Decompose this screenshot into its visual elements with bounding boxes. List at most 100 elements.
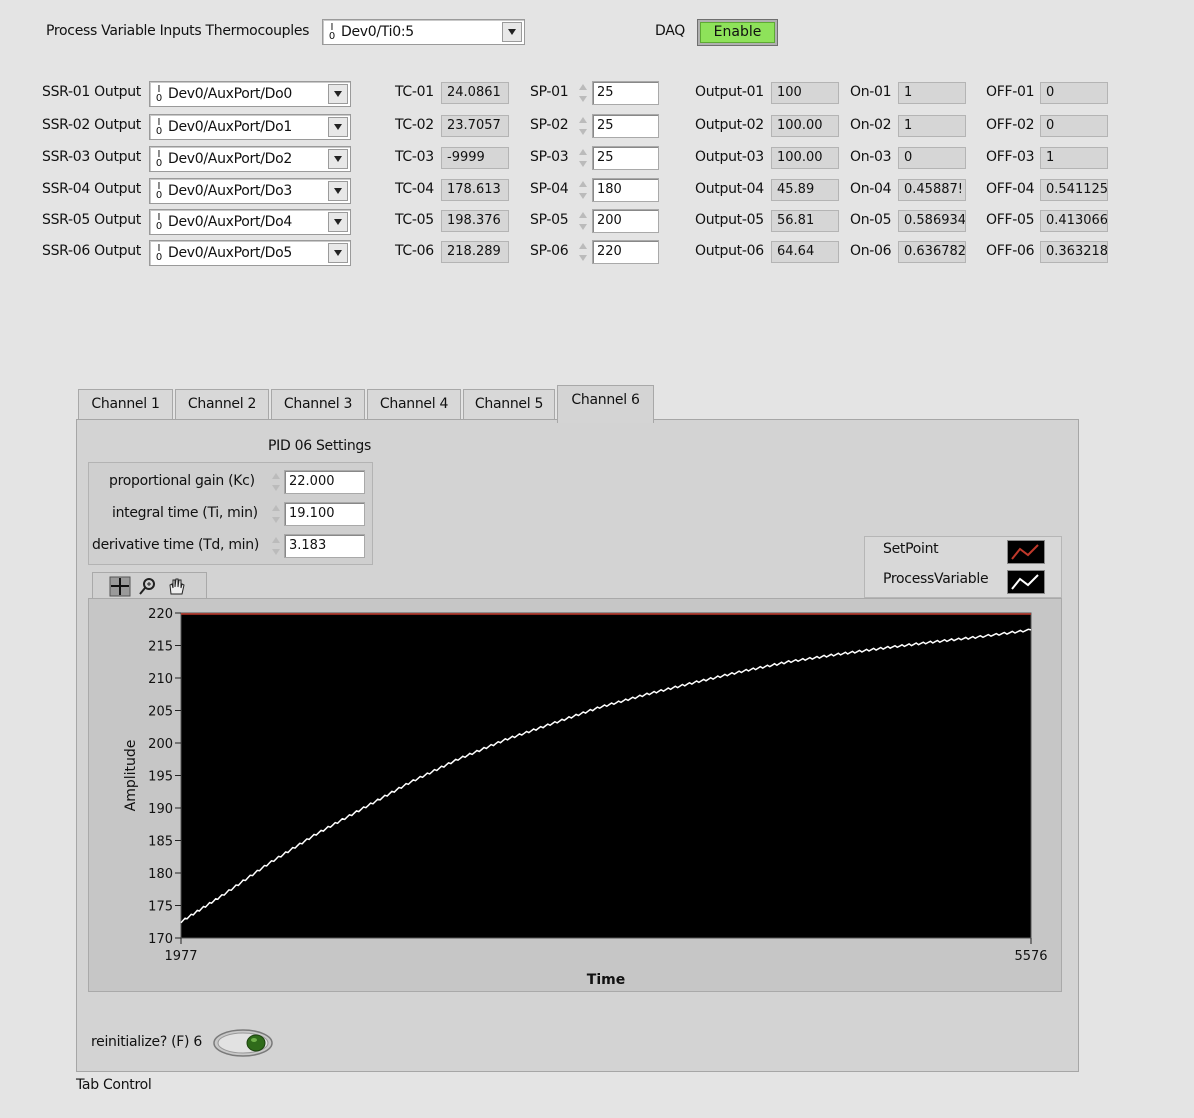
output-indicator: 64.64 <box>771 241 839 263</box>
ssr-label: SSR-05 Output <box>42 212 141 228</box>
ti-spinner[interactable] <box>270 502 282 526</box>
chevron-down-icon[interactable] <box>328 243 348 263</box>
zoom-icon[interactable] <box>137 576 159 597</box>
kc-spinner[interactable] <box>270 470 282 494</box>
output-indicator: 100 <box>771 82 839 104</box>
x-tick-label: 1977 <box>164 949 197 964</box>
sp-spinner[interactable] <box>577 240 589 264</box>
tab-control-label: Tab Control <box>76 1077 152 1093</box>
daq-enable-button[interactable]: Enable <box>697 19 778 46</box>
plot-area <box>180 612 1032 939</box>
plot-legend: SetPoint ProcessVariable <box>864 536 1062 598</box>
tab-channel-6[interactable]: Channel 6 <box>557 385 654 423</box>
tc-indicator: 178.613 <box>441 179 509 201</box>
chevron-down-icon[interactable] <box>328 212 348 232</box>
cursor-move-icon[interactable] <box>109 576 131 597</box>
tab-channel-3[interactable]: Channel 3 <box>271 389 365 419</box>
chevron-down-icon[interactable] <box>502 22 522 42</box>
kc-label: proportional gain (Kc) <box>109 473 255 489</box>
output-label: Output-06 <box>695 243 764 259</box>
daq-label: DAQ <box>655 23 685 39</box>
ssr-label: SSR-03 Output <box>42 149 141 165</box>
ssr-line-value: Dev0/AuxPort/Do2 <box>168 151 292 167</box>
off-label: OFF-02 <box>986 117 1035 133</box>
y-tick-label: 220 <box>148 607 173 622</box>
chevron-down-icon[interactable] <box>328 181 348 201</box>
sp-label: SP-03 <box>530 149 569 165</box>
tc-label: TC-01 <box>395 84 434 100</box>
ssr-line-value: Dev0/AuxPort/Do5 <box>168 245 292 261</box>
reinitialize-toggle[interactable] <box>212 1028 274 1058</box>
off-indicator: 0.413066 <box>1040 210 1108 232</box>
sp-spinner[interactable] <box>577 178 589 202</box>
tab-channel-2[interactable]: Channel 2 <box>175 389 269 419</box>
ssr-label: SSR-01 Output <box>42 84 141 100</box>
sp-spinner[interactable] <box>577 114 589 138</box>
pv-inputs-label: Process Variable Inputs Thermocouples <box>46 23 310 39</box>
off-indicator: 0 <box>1040 115 1108 137</box>
kc-input[interactable]: 22.000 <box>284 470 365 494</box>
pan-hand-icon[interactable] <box>165 576 187 597</box>
off-indicator: 0.541125 <box>1040 179 1108 201</box>
tc-indicator: 24.0861 <box>441 82 509 104</box>
tc-label: TC-05 <box>395 212 434 228</box>
off-indicator: 0 <box>1040 82 1108 104</box>
off-label: OFF-06 <box>986 243 1035 259</box>
output-label: Output-01 <box>695 84 764 100</box>
chevron-down-icon[interactable] <box>328 149 348 169</box>
chevron-down-icon[interactable] <box>328 117 348 137</box>
output-indicator: 100.00 <box>771 147 839 169</box>
td-input[interactable]: 3.183 <box>284 534 365 558</box>
off-indicator: 1 <box>1040 147 1108 169</box>
ti-input[interactable]: 19.100 <box>284 502 365 526</box>
y-tick-label: 180 <box>148 867 173 882</box>
tab-channel-5[interactable]: Channel 5 <box>463 389 555 419</box>
on-label: On-03 <box>850 149 892 165</box>
y-tick-label: 190 <box>148 802 173 817</box>
sp-input[interactable]: 220 <box>592 240 659 264</box>
tab-channel-4[interactable]: Channel 4 <box>367 389 461 419</box>
sp-spinner[interactable] <box>577 146 589 170</box>
output-indicator: 45.89 <box>771 179 839 201</box>
y-tick-label: 210 <box>148 672 173 687</box>
tab-channel-1[interactable]: Channel 1 <box>78 389 173 419</box>
on-indicator: 0 <box>898 147 966 169</box>
sp-input[interactable]: 180 <box>592 178 659 202</box>
sp-input[interactable]: 200 <box>592 209 659 233</box>
td-spinner[interactable] <box>270 534 282 558</box>
y-tick-label: 195 <box>148 770 173 785</box>
setpoint-swatch-icon[interactable] <box>1007 540 1045 564</box>
y-tick-label: 175 <box>148 900 173 915</box>
ssr-line-value: Dev0/AuxPort/Do1 <box>168 119 292 135</box>
off-label: OFF-04 <box>986 181 1035 197</box>
sp-input[interactable]: 25 <box>592 146 659 170</box>
ssr-label: SSR-06 Output <box>42 243 141 259</box>
y-tick-label: 185 <box>148 835 173 850</box>
sp-spinner[interactable] <box>577 209 589 233</box>
on-indicator: 0.586934 <box>898 210 966 232</box>
ssr-line-value: Dev0/AuxPort/Do0 <box>168 86 292 102</box>
on-indicator: 1 <box>898 115 966 137</box>
process-swatch-icon[interactable] <box>1007 570 1045 594</box>
sp-input[interactable]: 25 <box>592 81 659 105</box>
ssr-label: SSR-02 Output <box>42 117 141 133</box>
sp-input[interactable]: 25 <box>592 114 659 138</box>
chevron-down-icon[interactable] <box>328 84 348 104</box>
y-tick-label: 205 <box>148 705 173 720</box>
off-label: OFF-05 <box>986 212 1035 228</box>
tc-label: TC-02 <box>395 117 434 133</box>
tc-label: TC-06 <box>395 243 434 259</box>
sp-spinner[interactable] <box>577 81 589 105</box>
